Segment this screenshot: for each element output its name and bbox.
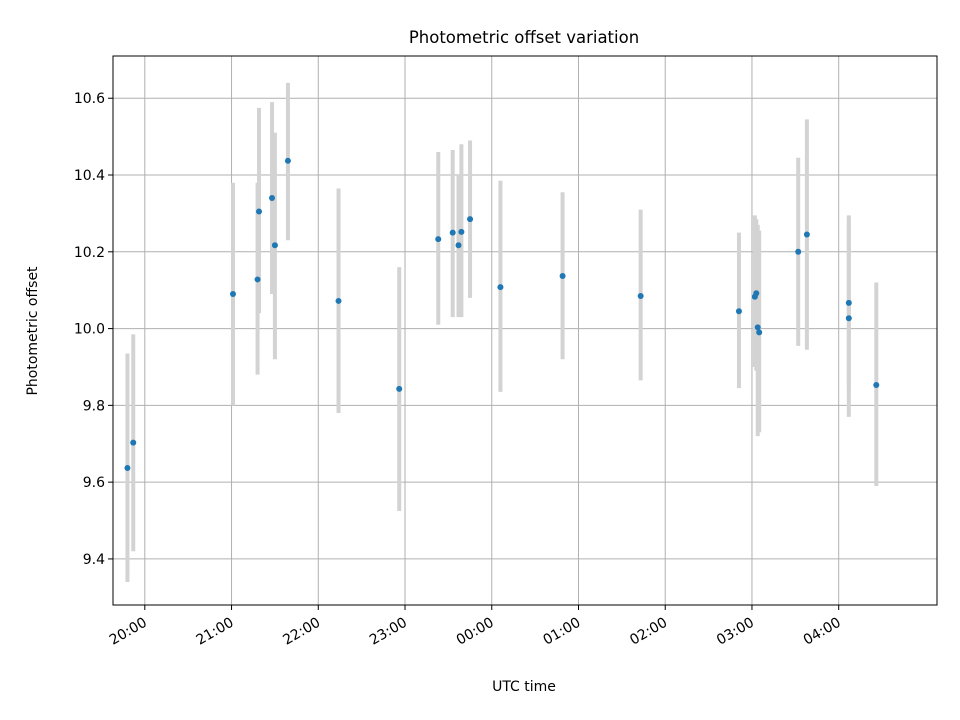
- x-tick-label: 21:00: [194, 615, 237, 649]
- data-point: [284, 157, 291, 164]
- data-point: [449, 229, 456, 236]
- data-point: [254, 276, 261, 283]
- data-point: [803, 231, 810, 238]
- y-tick-label: 10.4: [74, 168, 105, 184]
- data-point: [269, 195, 276, 202]
- data-points: [124, 157, 880, 471]
- data-point: [396, 385, 403, 392]
- data-point: [229, 291, 236, 298]
- y-tick-label: 10.6: [74, 91, 105, 107]
- x-axis-ticks: 20:00 21:00 22:00 23:00 00:00 01:00 02:00 03:00…: [107, 605, 844, 649]
- y-tick-label: 9.8: [83, 398, 105, 414]
- x-tick-label: 20:00: [107, 615, 150, 649]
- data-point: [124, 464, 131, 471]
- y-tick-label: 10.0: [74, 322, 105, 338]
- y-axis-label: Photometric offset: [25, 266, 41, 396]
- x-tick-label: 03:00: [714, 615, 757, 649]
- data-point: [756, 329, 763, 336]
- error-bars: [125, 82, 879, 582]
- x-tick-label: 00:00: [454, 615, 497, 649]
- x-tick-label: 23:00: [367, 615, 410, 649]
- x-tick-label: 02:00: [627, 615, 670, 649]
- data-point: [497, 284, 504, 291]
- data-point: [435, 236, 442, 243]
- x-tick-label: 04:00: [801, 615, 844, 649]
- data-point: [735, 308, 742, 315]
- data-point: [559, 272, 566, 279]
- data-point: [845, 299, 852, 306]
- data-point: [467, 216, 474, 223]
- data-point: [130, 439, 137, 446]
- data-point: [458, 228, 465, 235]
- data-point: [754, 324, 761, 331]
- data-point: [873, 382, 880, 389]
- data-point: [271, 242, 278, 249]
- y-tick-label: 9.4: [83, 552, 105, 568]
- data-point: [637, 292, 644, 299]
- axes-frame: [112, 55, 938, 606]
- y-tick-label: 10.2: [74, 245, 105, 261]
- x-tick-label: 01:00: [541, 615, 584, 649]
- data-point: [256, 208, 263, 215]
- data-point: [753, 290, 760, 297]
- data-point: [455, 242, 462, 249]
- grid: [113, 56, 937, 605]
- x-tick-label: 22:00: [280, 615, 323, 649]
- data-point: [795, 248, 802, 255]
- chart-title: Photometric offset variation: [409, 28, 639, 47]
- data-point: [845, 315, 852, 322]
- data-point: [335, 297, 342, 304]
- y-tick-label: 9.6: [83, 475, 105, 491]
- y-axis-ticks: 9.4 9.6 9.8 10.0 10.2 10.4 10.6: [74, 91, 113, 568]
- x-axis-label: UTC time: [492, 679, 556, 695]
